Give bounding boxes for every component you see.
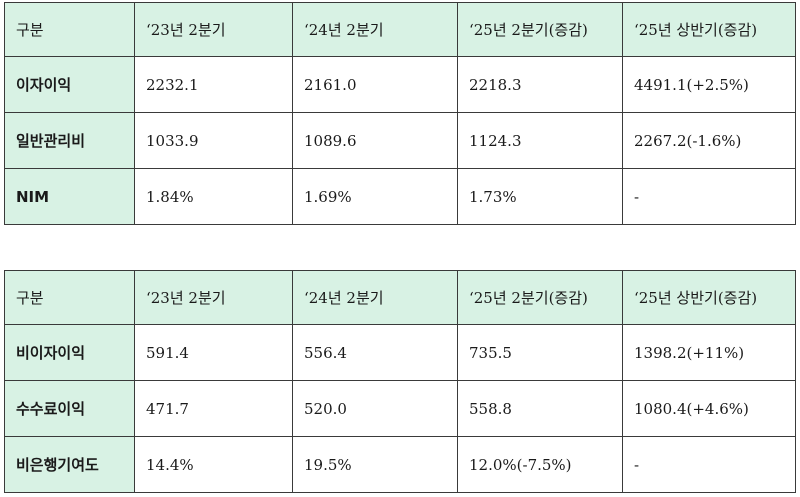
table-cell: 12.0%(-7.5%) — [457, 436, 623, 493]
row-label: 이자이익 — [4, 56, 135, 113]
table-cell: - — [622, 168, 796, 225]
table-cell: - — [622, 436, 796, 493]
table-cell: 1124.3 — [457, 112, 623, 169]
table-cell: 1398.2(+11%) — [622, 324, 796, 381]
table-cell: 1.84% — [134, 168, 293, 225]
table-cell: 1080.4(+4.6%) — [622, 380, 796, 437]
table-row: 일반관리비 1033.9 1089.6 1124.3 2267.2(-1.6%) — [4, 112, 796, 169]
row-label: 비은행기여도 — [4, 436, 135, 493]
row-label: 일반관리비 — [4, 112, 135, 169]
non-interest-income-table: 구분 ‘23년 2분기 ‘24년 2분기 ‘25년 2분기(증감) ‘25년 상… — [4, 270, 796, 493]
table-row: NIM 1.84% 1.69% 1.73% - — [4, 168, 796, 225]
table-cell: 1089.6 — [292, 112, 458, 169]
header-cell-q2-2023: ‘23년 2분기 — [134, 270, 293, 325]
table-cell: 14.4% — [134, 436, 293, 493]
table-header-row: 구분 ‘23년 2분기 ‘24년 2분기 ‘25년 2분기(증감) ‘25년 상… — [4, 270, 796, 325]
row-label: 비이자이익 — [4, 324, 135, 381]
header-cell-h1-2025: ‘25년 상반기(증감) — [622, 270, 796, 325]
row-label: 수수료이익 — [4, 380, 135, 437]
header-cell-q2-2024: ‘24년 2분기 — [292, 2, 458, 57]
header-cell-q2-2024: ‘24년 2분기 — [292, 270, 458, 325]
table-header-row: 구분 ‘23년 2분기 ‘24년 2분기 ‘25년 2분기(증감) ‘25년 상… — [4, 2, 796, 57]
income-table: 구분 ‘23년 2분기 ‘24년 2분기 ‘25년 2분기(증감) ‘25년 상… — [4, 2, 796, 225]
table-cell: 735.5 — [457, 324, 623, 381]
header-cell-q2-2025: ‘25년 2분기(증감) — [457, 2, 623, 57]
table-cell: 471.7 — [134, 380, 293, 437]
table-row: 비은행기여도 14.4% 19.5% 12.0%(-7.5%) - — [4, 436, 796, 493]
header-cell-q2-2025: ‘25년 2분기(증감) — [457, 270, 623, 325]
table-cell: 1.73% — [457, 168, 623, 225]
header-cell-q2-2023: ‘23년 2분기 — [134, 2, 293, 57]
header-cell-category: 구분 — [4, 270, 135, 325]
table-cell: 520.0 — [292, 380, 458, 437]
table-row: 이자이익 2232.1 2161.0 2218.3 4491.1(+2.5%) — [4, 56, 796, 113]
row-label: NIM — [4, 168, 135, 225]
table-cell: 2267.2(-1.6%) — [622, 112, 796, 169]
table-cell: 4491.1(+2.5%) — [622, 56, 796, 113]
table-cell: 591.4 — [134, 324, 293, 381]
table-cell: 1033.9 — [134, 112, 293, 169]
table-cell: 556.4 — [292, 324, 458, 381]
table-cell: 2218.3 — [457, 56, 623, 113]
header-cell-h1-2025: ‘25년 상반기(증감) — [622, 2, 796, 57]
table-row: 수수료이익 471.7 520.0 558.8 1080.4(+4.6%) — [4, 380, 796, 437]
table-cell: 2232.1 — [134, 56, 293, 113]
table-cell: 19.5% — [292, 436, 458, 493]
table-cell: 2161.0 — [292, 56, 458, 113]
table-cell: 558.8 — [457, 380, 623, 437]
header-cell-category: 구분 — [4, 2, 135, 57]
table-cell: 1.69% — [292, 168, 458, 225]
table-row: 비이자이익 591.4 556.4 735.5 1398.2(+11%) — [4, 324, 796, 381]
